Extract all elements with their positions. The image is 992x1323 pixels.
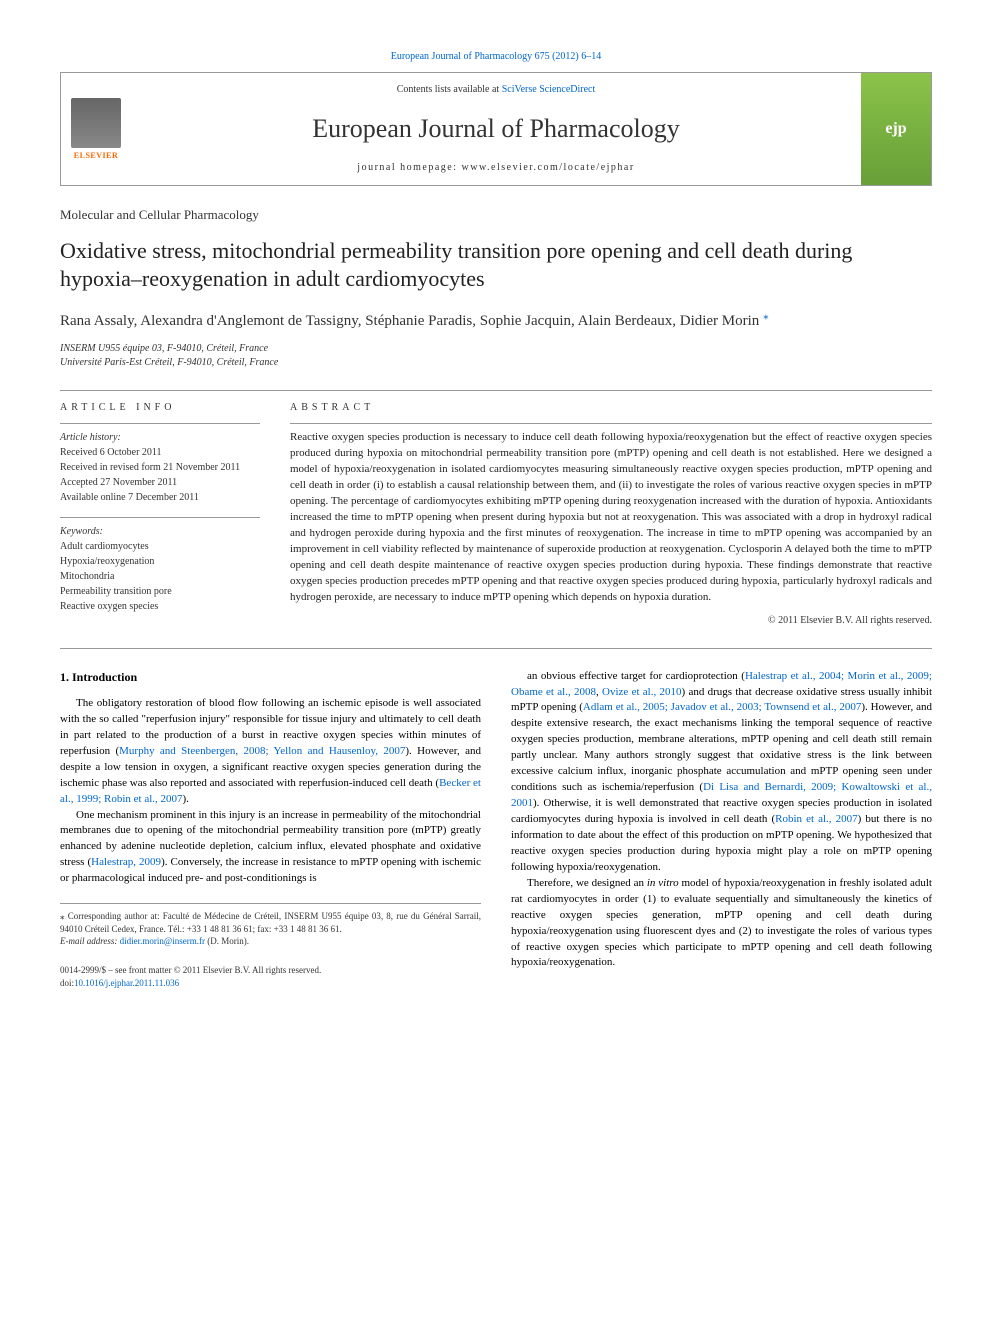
divider-top [60,390,932,391]
body-col-left: 1. Introduction The obligatory restorati… [60,669,481,990]
right-para-1: Therefore, we designed an in vitro model… [511,876,932,972]
keyword-4: Reactive oxygen species [60,599,260,614]
doi-line: doi:10.1016/j.ejphar.2011.11.036 [60,977,481,990]
history-label: Article history: [60,430,260,445]
affiliations: INSERM U955 équipe 03, F-94010, Créteil,… [60,342,932,370]
authors-line: Rana Assaly, Alexandra d'Anglemont de Ta… [60,308,932,333]
header-center: Contents lists available at SciVerse Sci… [131,73,861,185]
intro-heading: 1. Introduction [60,669,481,686]
article-history-block: Article history: Received 6 October 2011… [60,423,260,505]
affiliation-2: Université Paris-Est Créteil, F-94010, C… [60,356,932,370]
keywords-block: Keywords: Adult cardiomyocytes Hypoxia/r… [60,517,260,614]
contents-prefix: Contents lists available at [397,84,502,95]
keyword-3: Permeability transition pore [60,584,260,599]
footnote-block: ⁎ Corresponding author at: Faculté de Mé… [60,903,481,948]
body-col-right: an obvious effective target for cardiopr… [511,669,932,990]
history-line-2: Accepted 27 November 2011 [60,475,260,490]
journal-name: European Journal of Pharmacology [151,111,841,147]
keyword-2: Mitochondria [60,569,260,584]
divider-mid [60,648,932,649]
body-columns: 1. Introduction The obligatory restorati… [60,669,932,990]
homepage-prefix: journal homepage: [357,162,461,173]
section-label: Molecular and Cellular Pharmacology [60,206,932,224]
abstract-col: ABSTRACT Reactive oxygen species product… [290,401,932,627]
info-abstract-row: ARTICLE INFO Article history: Received 6… [60,401,932,627]
affiliation-1: INSERM U955 équipe 03, F-94010, Créteil,… [60,342,932,356]
elsevier-logo: ELSEVIER [61,73,131,185]
article-info-col: ARTICLE INFO Article history: Received 6… [60,401,260,627]
homepage-url[interactable]: www.elsevier.com/locate/ejphar [462,162,635,173]
citation-link-text[interactable]: European Journal of Pharmacology 675 (20… [391,51,602,62]
email-label: E-mail address: [60,936,117,946]
authors-text: Rana Assaly, Alexandra d'Anglemont de Ta… [60,313,759,329]
footnote-text: Corresponding author at: Faculté de Méde… [60,911,481,934]
abstract-text: Reactive oxygen species production is ne… [290,423,932,605]
abstract-copyright: © 2011 Elsevier B.V. All rights reserved… [290,614,932,628]
elsevier-tree-icon [71,98,121,148]
left-para-0: The obligatory restoration of blood flow… [60,696,481,808]
left-para-1: One mechanism prominent in this injury i… [60,808,481,888]
cover-badge-text: ejp [885,118,906,140]
bottom-meta: 0014-2999/$ – see front matter © 2011 El… [60,964,481,989]
sciencedirect-link[interactable]: SciVerse ScienceDirect [502,84,596,95]
contents-line: Contents lists available at SciVerse Sci… [151,83,841,97]
corresponding-marker[interactable]: ⁎ [763,310,769,322]
doi-link[interactable]: 10.1016/j.ejphar.2011.11.036 [74,978,179,988]
email-suffix: (D. Morin). [207,936,249,946]
history-line-0: Received 6 October 2011 [60,445,260,460]
abstract-header: ABSTRACT [290,401,932,415]
history-line-1: Received in revised form 21 November 201… [60,460,260,475]
top-citation-link[interactable]: European Journal of Pharmacology 675 (20… [60,50,932,64]
elsevier-label: ELSEVIER [74,150,118,161]
journal-homepage: journal homepage: www.elsevier.com/locat… [151,161,841,175]
corresponding-email[interactable]: didier.morin@inserm.fr [120,936,205,946]
journal-cover-thumb: ejp [861,73,931,185]
doi-prefix: doi: [60,978,74,988]
article-info-header: ARTICLE INFO [60,401,260,415]
footnote-marker: ⁎ [60,911,65,921]
history-line-3: Available online 7 December 2011 [60,490,260,505]
keyword-1: Hypoxia/reoxygenation [60,554,260,569]
journal-header-box: ELSEVIER Contents lists available at Sci… [60,72,932,186]
footnote-line: ⁎ Corresponding author at: Faculté de Mé… [60,910,481,935]
keywords-label: Keywords: [60,524,260,539]
right-para-0: an obvious effective target for cardiopr… [511,669,932,876]
article-title: Oxidative stress, mitochondrial permeabi… [60,237,932,294]
issn-line: 0014-2999/$ – see front matter © 2011 El… [60,964,481,977]
page-container: European Journal of Pharmacology 675 (20… [0,0,992,1039]
keyword-0: Adult cardiomyocytes [60,539,260,554]
footnote-email-line: E-mail address: didier.morin@inserm.fr (… [60,935,481,948]
